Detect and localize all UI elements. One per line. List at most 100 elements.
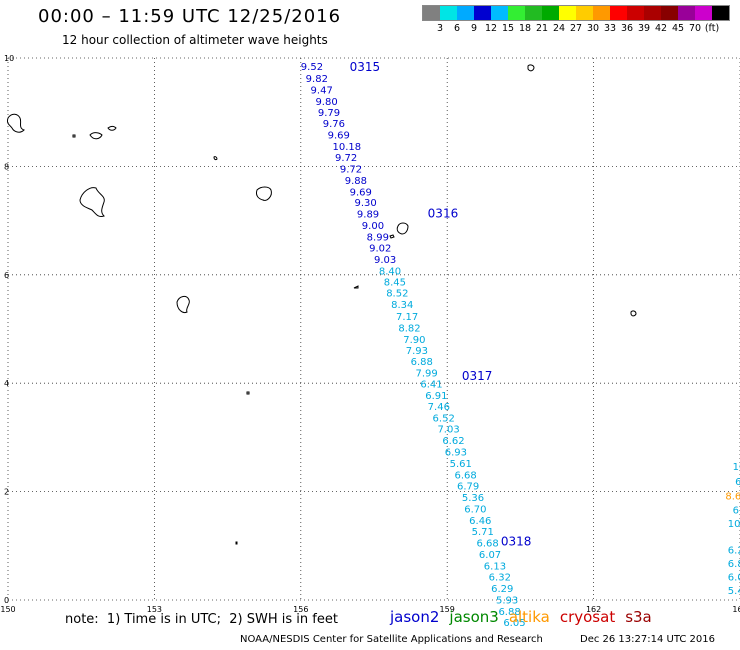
color-scale-label: 70 bbox=[688, 23, 702, 34]
coastline-shape bbox=[630, 310, 637, 317]
pass-time-labels: 0315 0316 0317 0318 bbox=[350, 60, 532, 548]
color-swatch bbox=[610, 6, 627, 20]
color-swatch bbox=[644, 6, 661, 20]
wave-height-label: 6.88 bbox=[411, 357, 433, 368]
wave-height-label: 9.72 bbox=[335, 153, 357, 164]
wave-height-label: 9.89 bbox=[357, 210, 379, 221]
wave-height-label: 5.47 bbox=[728, 586, 740, 597]
y-tick-label: 8 bbox=[4, 162, 9, 171]
color-swatch bbox=[712, 6, 729, 20]
wave-height-label: 9.03 bbox=[374, 255, 396, 266]
wave-height-label: 9.69 bbox=[328, 130, 350, 141]
wave-height-label: 8.34 bbox=[391, 300, 413, 311]
wave-height-label: 9.00 bbox=[362, 221, 384, 232]
wave-height-label: 8.82 bbox=[398, 323, 420, 334]
wave-height-label: 6.29 bbox=[491, 584, 513, 595]
wave-height-label: 8.40 bbox=[379, 266, 401, 277]
wave-height-label: 6.05 bbox=[503, 618, 525, 629]
pass-time-label: 0316 bbox=[428, 206, 459, 220]
color-swatch bbox=[695, 6, 712, 20]
legend-altika: altika bbox=[508, 608, 550, 626]
wave-height-label: 9.02 bbox=[369, 244, 391, 255]
wave-height-label: 7.46 bbox=[428, 402, 450, 413]
legend-jason3: jason3 bbox=[449, 608, 499, 626]
coastline-shape bbox=[72, 134, 76, 138]
x-tick-label: 150 bbox=[0, 605, 15, 614]
color-scale-label: 6 bbox=[453, 23, 461, 34]
wave-height-label: 6.52 bbox=[433, 413, 455, 424]
color-scale-label: 3 bbox=[436, 23, 444, 34]
map-grid bbox=[7, 57, 740, 601]
wave-height-label: 6.13 bbox=[484, 561, 506, 572]
x-tick-label: 153 bbox=[147, 605, 162, 614]
color-swatch bbox=[678, 6, 695, 20]
y-tick-label: 4 bbox=[4, 379, 9, 388]
color-swatch bbox=[457, 6, 474, 20]
footer-timestamp: Dec 26 13:27:14 UTC 2016 bbox=[580, 634, 715, 645]
color-scale-label: 33 bbox=[603, 23, 617, 34]
x-tick-label: 156 bbox=[293, 605, 308, 614]
wave-height-label: 6.70 bbox=[464, 504, 486, 515]
wave-height-label: 6.93 bbox=[445, 447, 467, 458]
color-swatch bbox=[525, 6, 542, 20]
color-scale-label: 39 bbox=[637, 23, 651, 34]
wave-height-label: 5.71 bbox=[472, 527, 494, 538]
wave-height-label: 9.72 bbox=[340, 165, 362, 176]
pass-time-label: 0318 bbox=[501, 534, 532, 548]
color-scale-label: 18 bbox=[518, 23, 532, 34]
pass-time-label: 0315 bbox=[350, 60, 381, 74]
wave-height-label: 9.80 bbox=[315, 97, 337, 108]
wave-height-label: 6.29 bbox=[728, 546, 740, 557]
color-scale-label: 36 bbox=[620, 23, 634, 34]
color-swatch bbox=[661, 6, 678, 20]
wave-height-label: 6 bbox=[735, 477, 740, 488]
color-swatch bbox=[559, 6, 576, 20]
footer-credit: NOAA/NESDIS Center for Satellite Applica… bbox=[240, 634, 543, 645]
wave-height-label: 6.7 bbox=[733, 505, 740, 516]
wave-height-label: 6.91 bbox=[425, 391, 447, 402]
color-swatch bbox=[491, 6, 508, 20]
legend-cryosat: cryosat bbox=[559, 608, 616, 626]
wave-height-label: 7.17 bbox=[396, 312, 418, 323]
wave-height-label: 9.82 bbox=[306, 74, 328, 85]
wave-height-label: 7.90 bbox=[403, 335, 425, 346]
x-tick-label: 165 bbox=[732, 605, 740, 614]
color-swatch bbox=[542, 6, 559, 20]
wave-height-label: 6.88 bbox=[498, 607, 520, 618]
coastline-outlines bbox=[7, 64, 637, 545]
wave-height-label: 9.79 bbox=[318, 108, 340, 119]
wave-height-label: 8.99 bbox=[367, 232, 389, 243]
color-scale-label: 12 bbox=[484, 23, 498, 34]
wave-height-label: 6.46 bbox=[469, 516, 491, 527]
wave-height-label: 6.07 bbox=[479, 550, 501, 561]
coastline-shape bbox=[7, 113, 25, 133]
coastline-shape bbox=[89, 132, 103, 140]
wave-height-label: 9.47 bbox=[311, 85, 333, 96]
coastline-shape bbox=[256, 186, 272, 201]
coastline-shape bbox=[235, 541, 238, 545]
coastline-shape bbox=[389, 234, 395, 239]
wave-height-label: 9.30 bbox=[354, 198, 376, 209]
wave-height-label: 6.41 bbox=[420, 380, 442, 391]
wave-height-label: 7.93 bbox=[406, 346, 428, 357]
wave-height-label: 6.88 bbox=[728, 559, 740, 570]
legend-s3a: s3a bbox=[625, 608, 652, 626]
color-scale-label: (ft) bbox=[704, 23, 720, 34]
axis-ticks: 150 153 156 159 162 165 10 8 6 4 2 0 bbox=[0, 54, 740, 614]
wave-height-label: 9.76 bbox=[323, 119, 345, 130]
wave-height-label: 8.6 bbox=[725, 491, 740, 502]
color-swatch bbox=[440, 6, 457, 20]
color-scale-labels: 3 6 9 12 15 18 21 24 27 30 33 36 39 42 45 70 (ft) bbox=[422, 23, 740, 37]
wave-height-label: 8.45 bbox=[384, 277, 406, 288]
color-swatch bbox=[474, 6, 491, 20]
wave-height-label: 10 bbox=[733, 462, 740, 473]
coastline-shape bbox=[527, 64, 535, 72]
wave-height-label: 6.79 bbox=[457, 482, 479, 493]
coastline-shape bbox=[213, 156, 218, 161]
wave-height-label: 9.52 bbox=[301, 62, 323, 73]
color-swatch bbox=[627, 6, 644, 20]
color-scale-label: 30 bbox=[586, 23, 600, 34]
legend-jason2: jason2 bbox=[390, 608, 440, 626]
color-swatch bbox=[508, 6, 525, 20]
